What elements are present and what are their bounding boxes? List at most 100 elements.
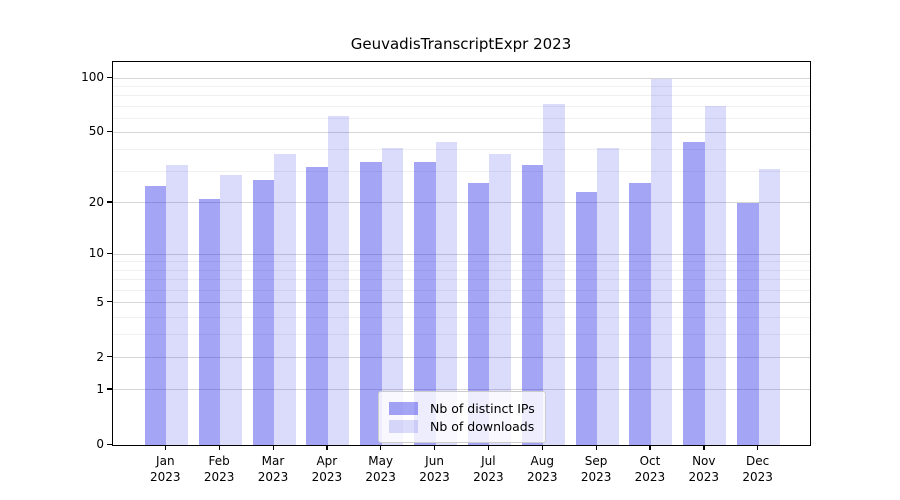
bar-distinct-ips-oct-2023: [629, 182, 651, 445]
y-tick-mark: [107, 388, 112, 390]
minor-gridline: [113, 316, 810, 318]
x-tick-month: Oct: [639, 454, 661, 468]
bar-distinct-ips-dec-2023: [737, 202, 759, 445]
bar-downloads-may-2023: [381, 147, 404, 445]
x-tick-mark: [757, 445, 759, 450]
y-tick-mark: [107, 252, 112, 255]
x-tick-month: Dec: [746, 454, 770, 468]
bar-distinct-ips-nov-2023: [683, 142, 705, 445]
x-tick-mark: [218, 445, 220, 450]
x-tick-month: Jun: [425, 454, 444, 468]
y-tick-mark: [107, 76, 112, 78]
x-tick-mark: [703, 445, 705, 450]
x-tick-mark: [326, 445, 328, 450]
x-tick-month: Jan: [156, 454, 175, 468]
minor-gridline: [113, 279, 810, 281]
legend-swatch-distinct-ips: [389, 401, 418, 415]
major-gridline: [113, 302, 810, 304]
x-tick-year: 2023: [742, 470, 773, 484]
minor-gridline: [113, 95, 810, 97]
x-tick-year: 2023: [365, 470, 396, 484]
major-gridline: [113, 253, 810, 255]
y-tick-label: 100: [81, 70, 104, 84]
x-tick-label: Dec 2023: [726, 453, 790, 485]
x-tick-year: 2023: [580, 470, 612, 484]
x-tick-mark: [380, 445, 382, 450]
minor-gridline: [113, 261, 810, 263]
bar-distinct-ips-feb-2023: [198, 199, 221, 445]
bar-distinct-ips-aug-2023: [521, 164, 544, 445]
minor-gridline: [113, 85, 810, 87]
bar-downloads-feb-2023: [220, 174, 242, 445]
legend-label-downloads: Nb of downloads: [430, 418, 535, 434]
legend-row-distinct-ips: Nb of distinct IPs: [389, 400, 545, 416]
minor-gridline: [113, 105, 810, 107]
y-tick-mark: [107, 443, 112, 445]
x-tick-year: 2023: [526, 470, 558, 484]
y-tick-label: 20: [88, 194, 104, 209]
x-tick-mark: [487, 445, 490, 450]
minor-gridline: [113, 334, 810, 336]
x-tick-label: Apr 2023: [295, 453, 359, 485]
x-tick-month: Jul: [481, 454, 496, 468]
x-tick-label: Mar 2023: [241, 453, 305, 485]
major-gridline: [113, 77, 810, 79]
y-tick-label: 10: [88, 246, 104, 261]
bar-downloads-apr-2023: [327, 115, 350, 445]
bar-distinct-ips-jun-2023: [414, 162, 436, 445]
chart-title: GeuvadisTranscriptExpr 2023: [350, 35, 572, 53]
x-tick-mark: [649, 445, 651, 450]
bar-distinct-ips-may-2023: [360, 162, 382, 445]
x-tick-month: Sep: [584, 454, 608, 468]
x-tick-year: 2023: [257, 470, 289, 484]
x-tick-month: Feb: [208, 454, 230, 468]
bar-downloads-mar-2023: [274, 153, 296, 445]
x-tick-year: 2023: [150, 470, 181, 484]
x-tick-year: 2023: [419, 470, 450, 484]
y-tick-label: 50: [88, 124, 104, 139]
x-tick-month: Mar: [261, 454, 285, 468]
x-tick-month: Apr: [316, 454, 338, 468]
bar-downloads-jun-2023: [435, 142, 458, 445]
x-tick-label: Feb 2023: [187, 453, 251, 485]
x-tick-year: 2023: [634, 470, 666, 484]
minor-gridline: [113, 117, 810, 119]
legend-row-downloads: Nb of downloads: [389, 418, 545, 434]
major-gridline: [113, 357, 810, 359]
bar-downloads-sep-2023: [597, 147, 619, 445]
y-tick-label: 1: [96, 381, 104, 396]
bar-distinct-ips-jan-2023: [144, 185, 167, 445]
bar-distinct-ips-jul-2023: [467, 182, 490, 445]
bar-downloads-dec-2023: [758, 169, 781, 445]
major-gridline: [113, 389, 810, 391]
x-tick-year: 2023: [203, 470, 235, 484]
plot-area: [112, 61, 811, 446]
x-tick-month: Aug: [530, 454, 554, 468]
x-tick-label: Nov 2023: [672, 453, 736, 485]
bar-distinct-ips-apr-2023: [306, 166, 328, 445]
minor-gridline: [113, 289, 810, 291]
y-tick-label: 5: [96, 294, 104, 309]
x-tick-year: 2023: [311, 470, 343, 484]
minor-gridline: [113, 149, 810, 151]
x-tick-label: Jun 2023: [403, 453, 467, 485]
x-tick-label: Jan 2023: [133, 453, 197, 485]
x-tick-mark: [541, 445, 544, 450]
major-gridline: [113, 131, 810, 133]
x-tick-mark: [434, 445, 436, 450]
y-tick-mark: [107, 301, 112, 303]
bar-distinct-ips-sep-2023: [575, 192, 598, 445]
x-tick-label: Jul 2023: [456, 453, 520, 485]
major-gridline: [113, 202, 810, 204]
minor-gridline: [113, 269, 810, 271]
bar-distinct-ips-mar-2023: [252, 180, 274, 445]
x-tick-mark: [595, 445, 597, 450]
x-tick-year: 2023: [688, 470, 720, 484]
legend-swatch-downloads: [389, 419, 418, 433]
y-tick-mark: [107, 201, 112, 203]
y-tick-label: 0: [96, 437, 104, 451]
bar-downloads-aug-2023: [543, 103, 565, 445]
x-tick-year: 2023: [473, 470, 504, 484]
x-tick-month: Nov: [692, 454, 716, 468]
